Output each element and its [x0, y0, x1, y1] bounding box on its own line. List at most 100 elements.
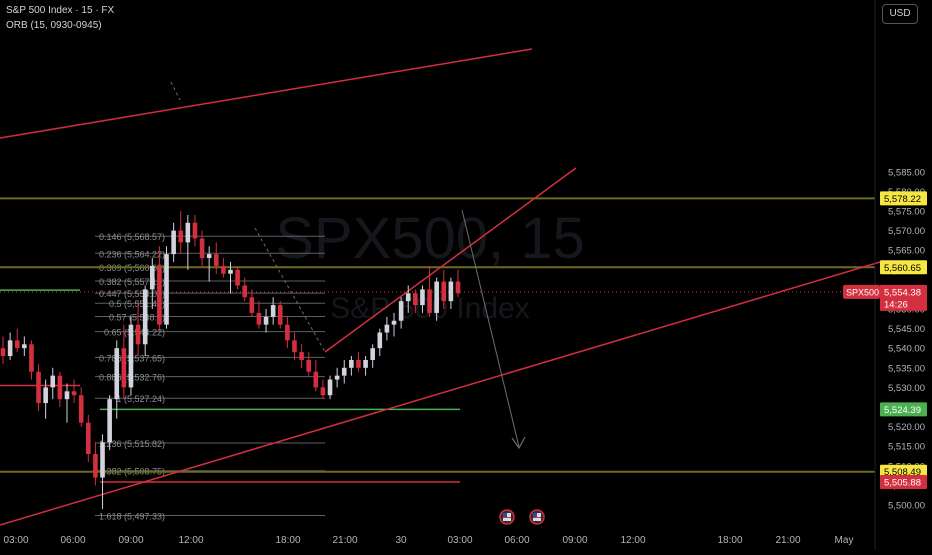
candle-body: [29, 344, 34, 372]
candle-body: [71, 391, 77, 396]
y-tick-label: 5,535.00: [888, 363, 925, 374]
candle-body: [370, 348, 375, 360]
fib-label: 0.382 (5,557.15): [99, 277, 165, 287]
candle-body: [149, 265, 155, 290]
candle-body: [228, 269, 233, 274]
candle-body: [93, 454, 98, 478]
fib-label: 0.447 (5,554.05): [99, 289, 165, 299]
fib-label: 0.236 (5,564.22): [99, 249, 165, 259]
flag-canton: [533, 513, 537, 517]
candle-body: [413, 293, 418, 306]
candle-body: [242, 285, 248, 298]
candle-body: [377, 332, 383, 349]
us-flag-event-icon[interactable]: [529, 509, 545, 525]
y-tick-label: 5,540.00: [888, 344, 925, 355]
x-tick-label: 18:00: [275, 535, 300, 546]
candle-body: [391, 320, 397, 325]
symbol-pill[interactable]: [843, 284, 880, 299]
fib-label: 1 (5,527.24): [116, 394, 165, 404]
x-tick-label: 06:00: [504, 535, 529, 546]
candle-body: [206, 254, 212, 259]
candle-body: [142, 289, 148, 345]
candle-body: [164, 254, 169, 325]
fib-label: 0.57 (5,548.1): [109, 312, 165, 322]
y-tick-label: 5,530.00: [888, 383, 925, 394]
x-tick-label: 12:00: [178, 535, 203, 546]
candle-body: [320, 387, 326, 396]
candle-body: [356, 359, 361, 368]
fib-label: 0.146 (5,568.57): [99, 232, 165, 242]
candle-body: [36, 371, 41, 404]
price-tag-text: 5,508.49: [884, 467, 921, 478]
x-tick-label: May: [835, 535, 854, 546]
candle-body: [22, 344, 27, 349]
candle-body: [185, 222, 191, 243]
candle-body: [199, 238, 205, 259]
candle-body: [384, 324, 390, 333]
candle-body: [7, 340, 13, 357]
candle-body: [221, 265, 226, 274]
candle-body: [427, 289, 432, 313]
candle-body: [0, 348, 6, 357]
candle-body: [349, 359, 354, 368]
y-tick-label: 5,570.00: [888, 226, 925, 237]
candle-body: [270, 305, 276, 317]
candle-body: [100, 442, 105, 478]
y-tick-label: 5,585.00: [888, 167, 925, 178]
candle-body: [235, 269, 240, 286]
flag-canton: [503, 513, 507, 517]
y-tick-label: 5,500.00: [888, 501, 925, 512]
countdown-text: 14:26: [884, 299, 908, 310]
candle-body: [398, 301, 404, 321]
price-tag-red: [880, 474, 927, 489]
candle-body: [434, 281, 439, 313]
current-price-tag: [880, 284, 927, 311]
x-tick-label: 21:00: [332, 535, 357, 546]
currency-button[interactable]: USD: [882, 4, 918, 24]
fib-label: 0.65 (5,544.22): [104, 328, 165, 338]
symbol-title: S&P 500 Index · 15 · FX: [6, 5, 115, 16]
price-tag-yellow: [880, 260, 927, 275]
symbol-pill-text: SPX500: [846, 287, 879, 297]
candle-body: [178, 230, 184, 243]
x-tick-label: 12:00: [620, 535, 645, 546]
indicator-title: ORB (15, 0930-0945): [6, 20, 102, 31]
candle-body: [43, 387, 48, 404]
candle-body: [50, 375, 56, 388]
candle-body: [213, 254, 219, 266]
candle-body: [306, 359, 312, 372]
x-tick-label: 03:00: [3, 535, 28, 546]
candle-body: [121, 348, 127, 388]
us-flag-event-icon[interactable]: [499, 509, 515, 525]
y-tick-label: 5,520.00: [888, 422, 925, 433]
candle-body: [448, 281, 454, 302]
candle-body: [171, 230, 176, 255]
candle-body: [441, 281, 447, 302]
candle-body: [455, 281, 461, 294]
candle-body: [405, 293, 411, 302]
price-tag-text: 5,578.22: [884, 194, 921, 205]
rising-trendline[interactable]: [324, 167, 577, 353]
candle-body: [363, 359, 368, 368]
y-tick-label: 5,565.00: [888, 246, 925, 257]
candle-body: [263, 316, 269, 325]
candle-body: [107, 399, 112, 443]
candle-body: [420, 289, 425, 306]
fib-label: 1.236 (5,515.82): [99, 439, 165, 449]
price-tag-green: [880, 402, 927, 417]
candle-body: [64, 391, 70, 400]
channel-upper-trendline[interactable]: [0, 48, 533, 139]
candle-body: [292, 340, 297, 353]
candle-body: [277, 305, 283, 325]
channel-lower-trendline[interactable]: [0, 261, 881, 526]
x-tick-label: 03:00: [447, 535, 472, 546]
candle-body: [86, 422, 91, 455]
candle-body: [334, 375, 340, 380]
fib-label: 0.5 (5,551.47): [109, 299, 165, 309]
projection-arrow-line[interactable]: [461, 209, 520, 448]
candle-body: [14, 340, 20, 349]
candle-body: [78, 395, 84, 423]
x-tick-label: 09:00: [562, 535, 587, 546]
